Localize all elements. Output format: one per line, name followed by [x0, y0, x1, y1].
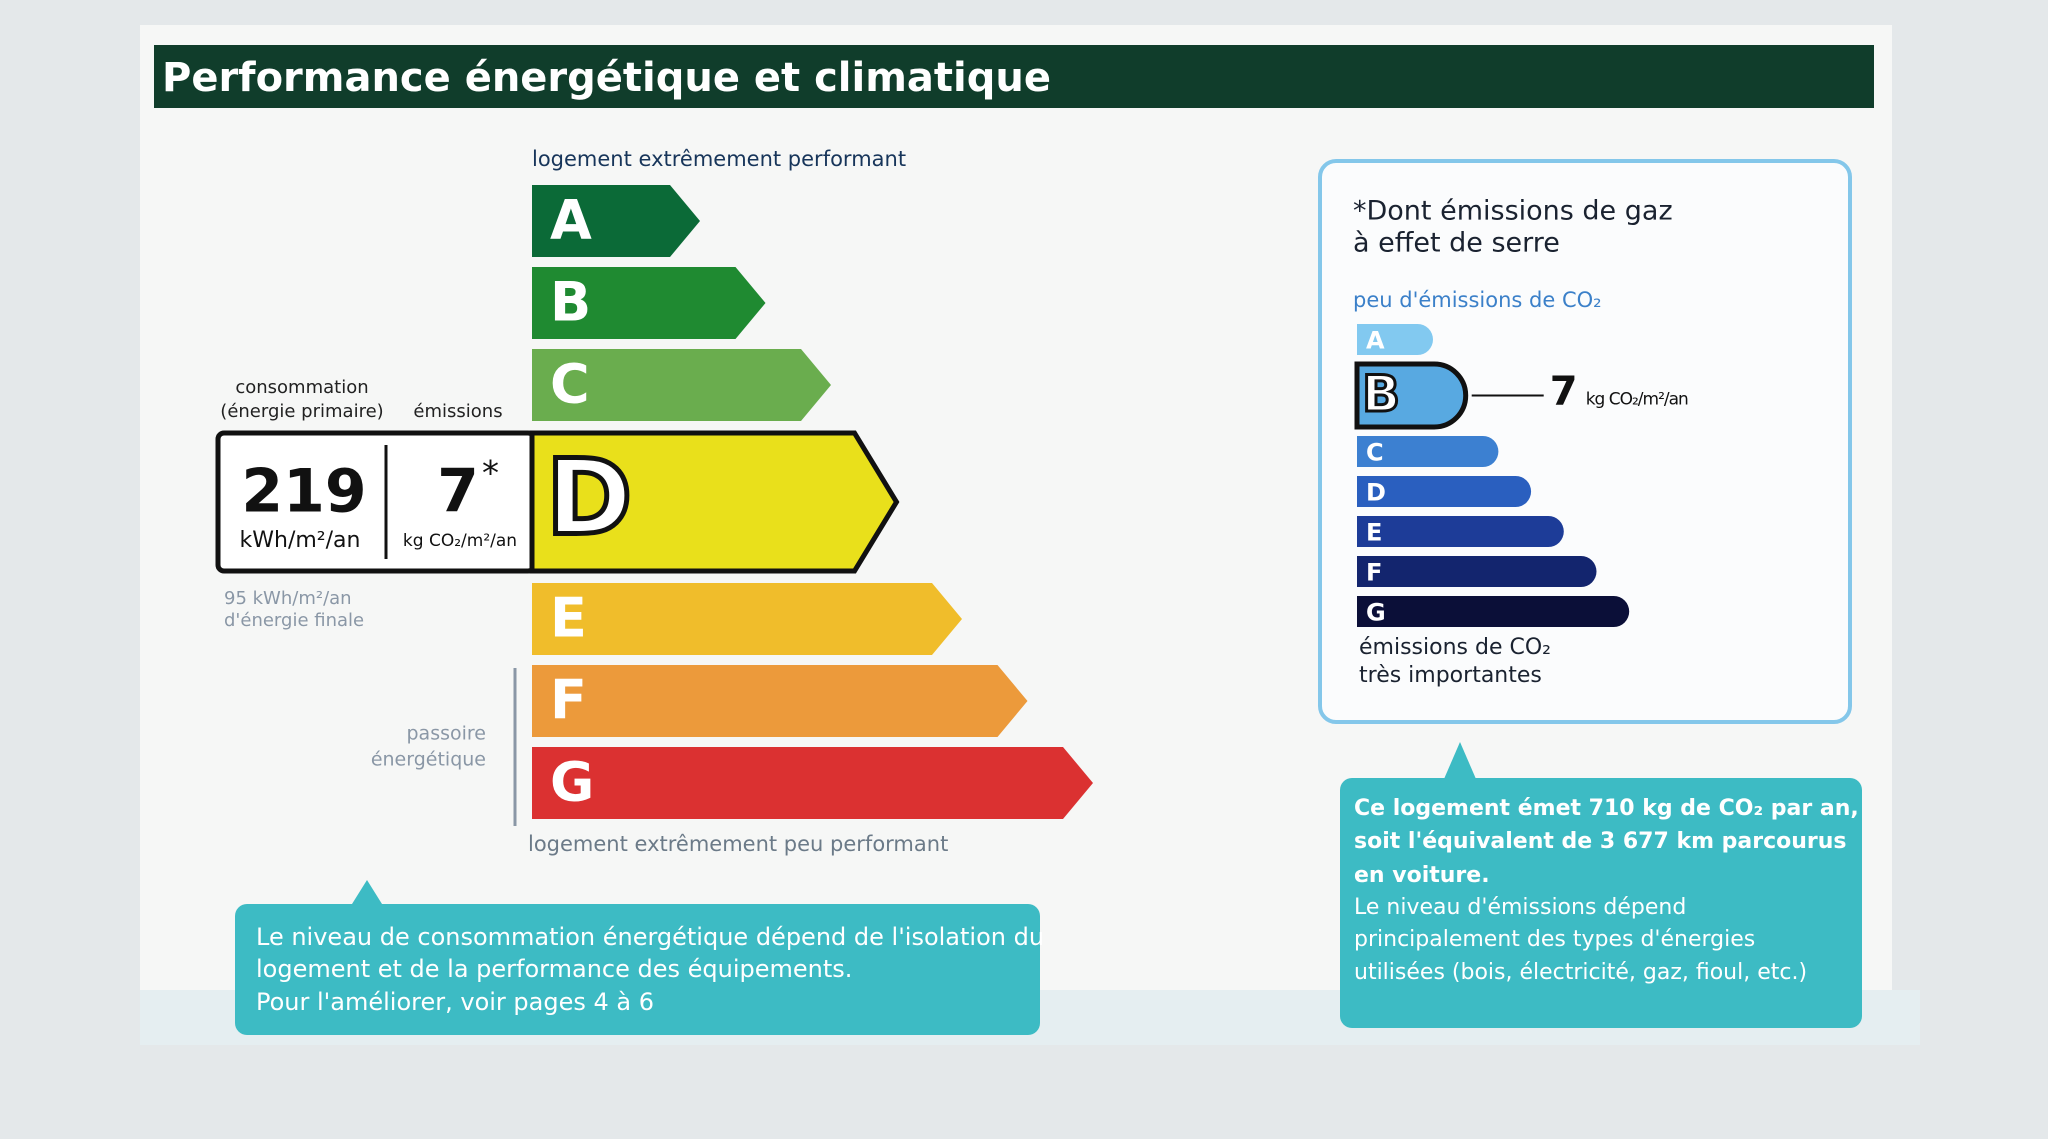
ghg-class-letter: C [1366, 439, 1384, 467]
emissions-unit: kg CO₂/m²/an [403, 531, 517, 551]
ghg-top-label: peu d'émissions de CO₂ [1353, 288, 1602, 312]
emissions-header: émissions [413, 401, 502, 422]
ghg-class-bar [1357, 516, 1564, 547]
energy-top-label: logement extrêmement performant [532, 147, 906, 171]
ghg-class-letter: G [1366, 599, 1386, 627]
ghg-class-bar [1357, 596, 1630, 627]
energy-class-bar [529, 430, 900, 574]
energy-class-bar [532, 185, 700, 257]
ghg-class-bar [1357, 476, 1532, 507]
note-right-text: utilisées (bois, électricité, gaz, fioul… [1354, 960, 1807, 985]
energy-class-letter: B [550, 271, 591, 334]
ghg-class-letter: D [1366, 479, 1386, 507]
title: Performance énergétique et climatique [162, 55, 1051, 101]
passoire-label: passoire [407, 723, 487, 745]
emissions-value: 7 [437, 457, 479, 527]
energy-class-letter: G [550, 751, 594, 814]
passoire-label: énergétique [371, 749, 486, 771]
ghg-class-bar [1354, 361, 1469, 430]
note-right-bold: Ce logement émet 710 kg de CO₂ par an, [1354, 796, 1859, 821]
note-left-text: Le niveau de consommation énergétique dé… [256, 923, 1044, 951]
energy-class-bar [532, 267, 766, 339]
energy-class-letter: A [550, 189, 592, 252]
energy-class-bar [532, 349, 831, 421]
consumption-unit: kWh/m²/an [240, 528, 361, 553]
note-right-text: Le niveau d'émissions dépend [1354, 895, 1686, 920]
ghg-bottom-label: très importantes [1359, 663, 1542, 688]
ghg-class-letter: E [1366, 519, 1382, 547]
consumption-header: (énergie primaire) [220, 401, 383, 422]
energy-class-bar [532, 747, 1093, 819]
note-right [1340, 778, 1862, 1028]
note-left [235, 904, 1040, 1035]
final-energy: d'énergie finale [224, 610, 364, 631]
energy-class-letter: E [550, 587, 587, 650]
energy-bottom-label: logement extrêmement peu performant [528, 832, 948, 856]
energy-class-letter: D [546, 436, 632, 558]
ghg-class-bar [1357, 324, 1433, 355]
ghg-class-letter: F [1366, 559, 1382, 587]
ghg-class-bar [1357, 436, 1499, 467]
energy-class-letter: C [550, 353, 590, 416]
ghg-title: à effet de serre [1353, 228, 1560, 259]
ghg-bottom-label: émissions de CO₂ [1359, 635, 1551, 660]
ghg-unit: kg CO₂/m²/an [1586, 390, 1688, 410]
title-bar [154, 45, 1874, 108]
ghg-class-letter: A [1366, 327, 1385, 355]
emissions-marker: * [482, 454, 499, 494]
note-right-bold: en voiture. [1354, 863, 1490, 888]
consumption-header: consommation [235, 377, 368, 398]
consumption-value: 219 [241, 457, 366, 527]
note-left-text: logement et de la performance des équipe… [256, 955, 852, 983]
note-pointer [1444, 742, 1476, 779]
energy-class-letter: F [550, 669, 587, 732]
note-pointer [352, 880, 382, 904]
ghg-class-bar [1357, 556, 1597, 587]
energy-class-bar [532, 583, 962, 655]
note-left-text: Pour l'améliorer, voir pages 4 à 6 [256, 988, 654, 1016]
energy-class-bar [532, 665, 1028, 737]
note-right-bold: soit l'équivalent de 3 677 km parcourus [1354, 829, 1847, 854]
final-energy: 95 kWh/m²/an [224, 588, 352, 609]
ghg-class-letter: B [1362, 365, 1400, 423]
ghg-title: *Dont émissions de gaz [1353, 196, 1673, 227]
ghg-value: 7 [1550, 369, 1578, 415]
note-right-text: principalement des types d'énergies [1354, 927, 1755, 952]
